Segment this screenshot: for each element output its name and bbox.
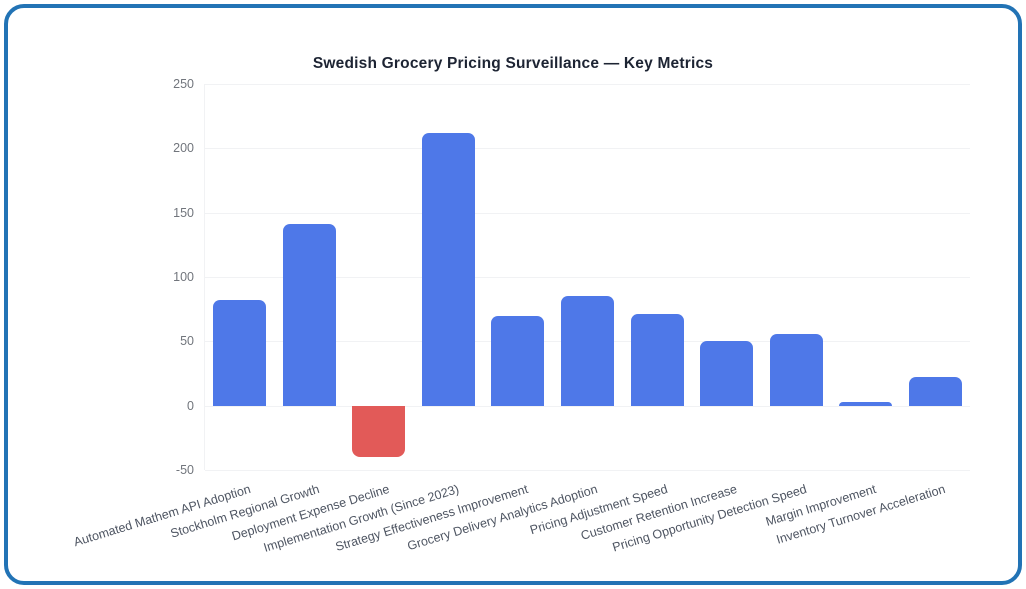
gridline: [205, 470, 970, 471]
bar[interactable]: [352, 405, 406, 458]
gridline: [205, 405, 970, 407]
bar[interactable]: [213, 300, 267, 406]
y-axis-tick-label: 250: [173, 77, 194, 91]
bar[interactable]: [908, 377, 962, 406]
y-axis-tick-label: 50: [180, 334, 194, 349]
gridline: [205, 84, 970, 85]
y-axis-tick-label: 0: [187, 398, 194, 413]
gridline: [205, 148, 970, 150]
y-axis-tick-label: 200: [173, 141, 194, 156]
bar[interactable]: [421, 132, 475, 406]
bar[interactable]: [700, 341, 754, 406]
bar[interactable]: [769, 333, 823, 406]
y-axis-tick-label: 150: [173, 205, 194, 220]
y-axis-tick-label: 100: [173, 270, 194, 284]
bar[interactable]: [561, 296, 614, 406]
gridline: [205, 212, 970, 214]
bar[interactable]: [839, 401, 893, 406]
bar[interactable]: [630, 314, 684, 406]
chart-card: Swedish Grocery Pricing Surveillance — K…: [4, 4, 1022, 585]
gridline: [205, 277, 970, 278]
y-axis-line: [204, 84, 205, 470]
bar[interactable]: [491, 315, 545, 406]
plot-area: 250 200 150 100 50 0 -50 Automated Mathem API A…: [72, 77, 970, 555]
bar[interactable]: [282, 224, 336, 406]
y-axis-tick-label: -50: [175, 463, 194, 477]
chart-title: Swedish Grocery Pricing Surveillance — K…: [312, 55, 714, 72]
